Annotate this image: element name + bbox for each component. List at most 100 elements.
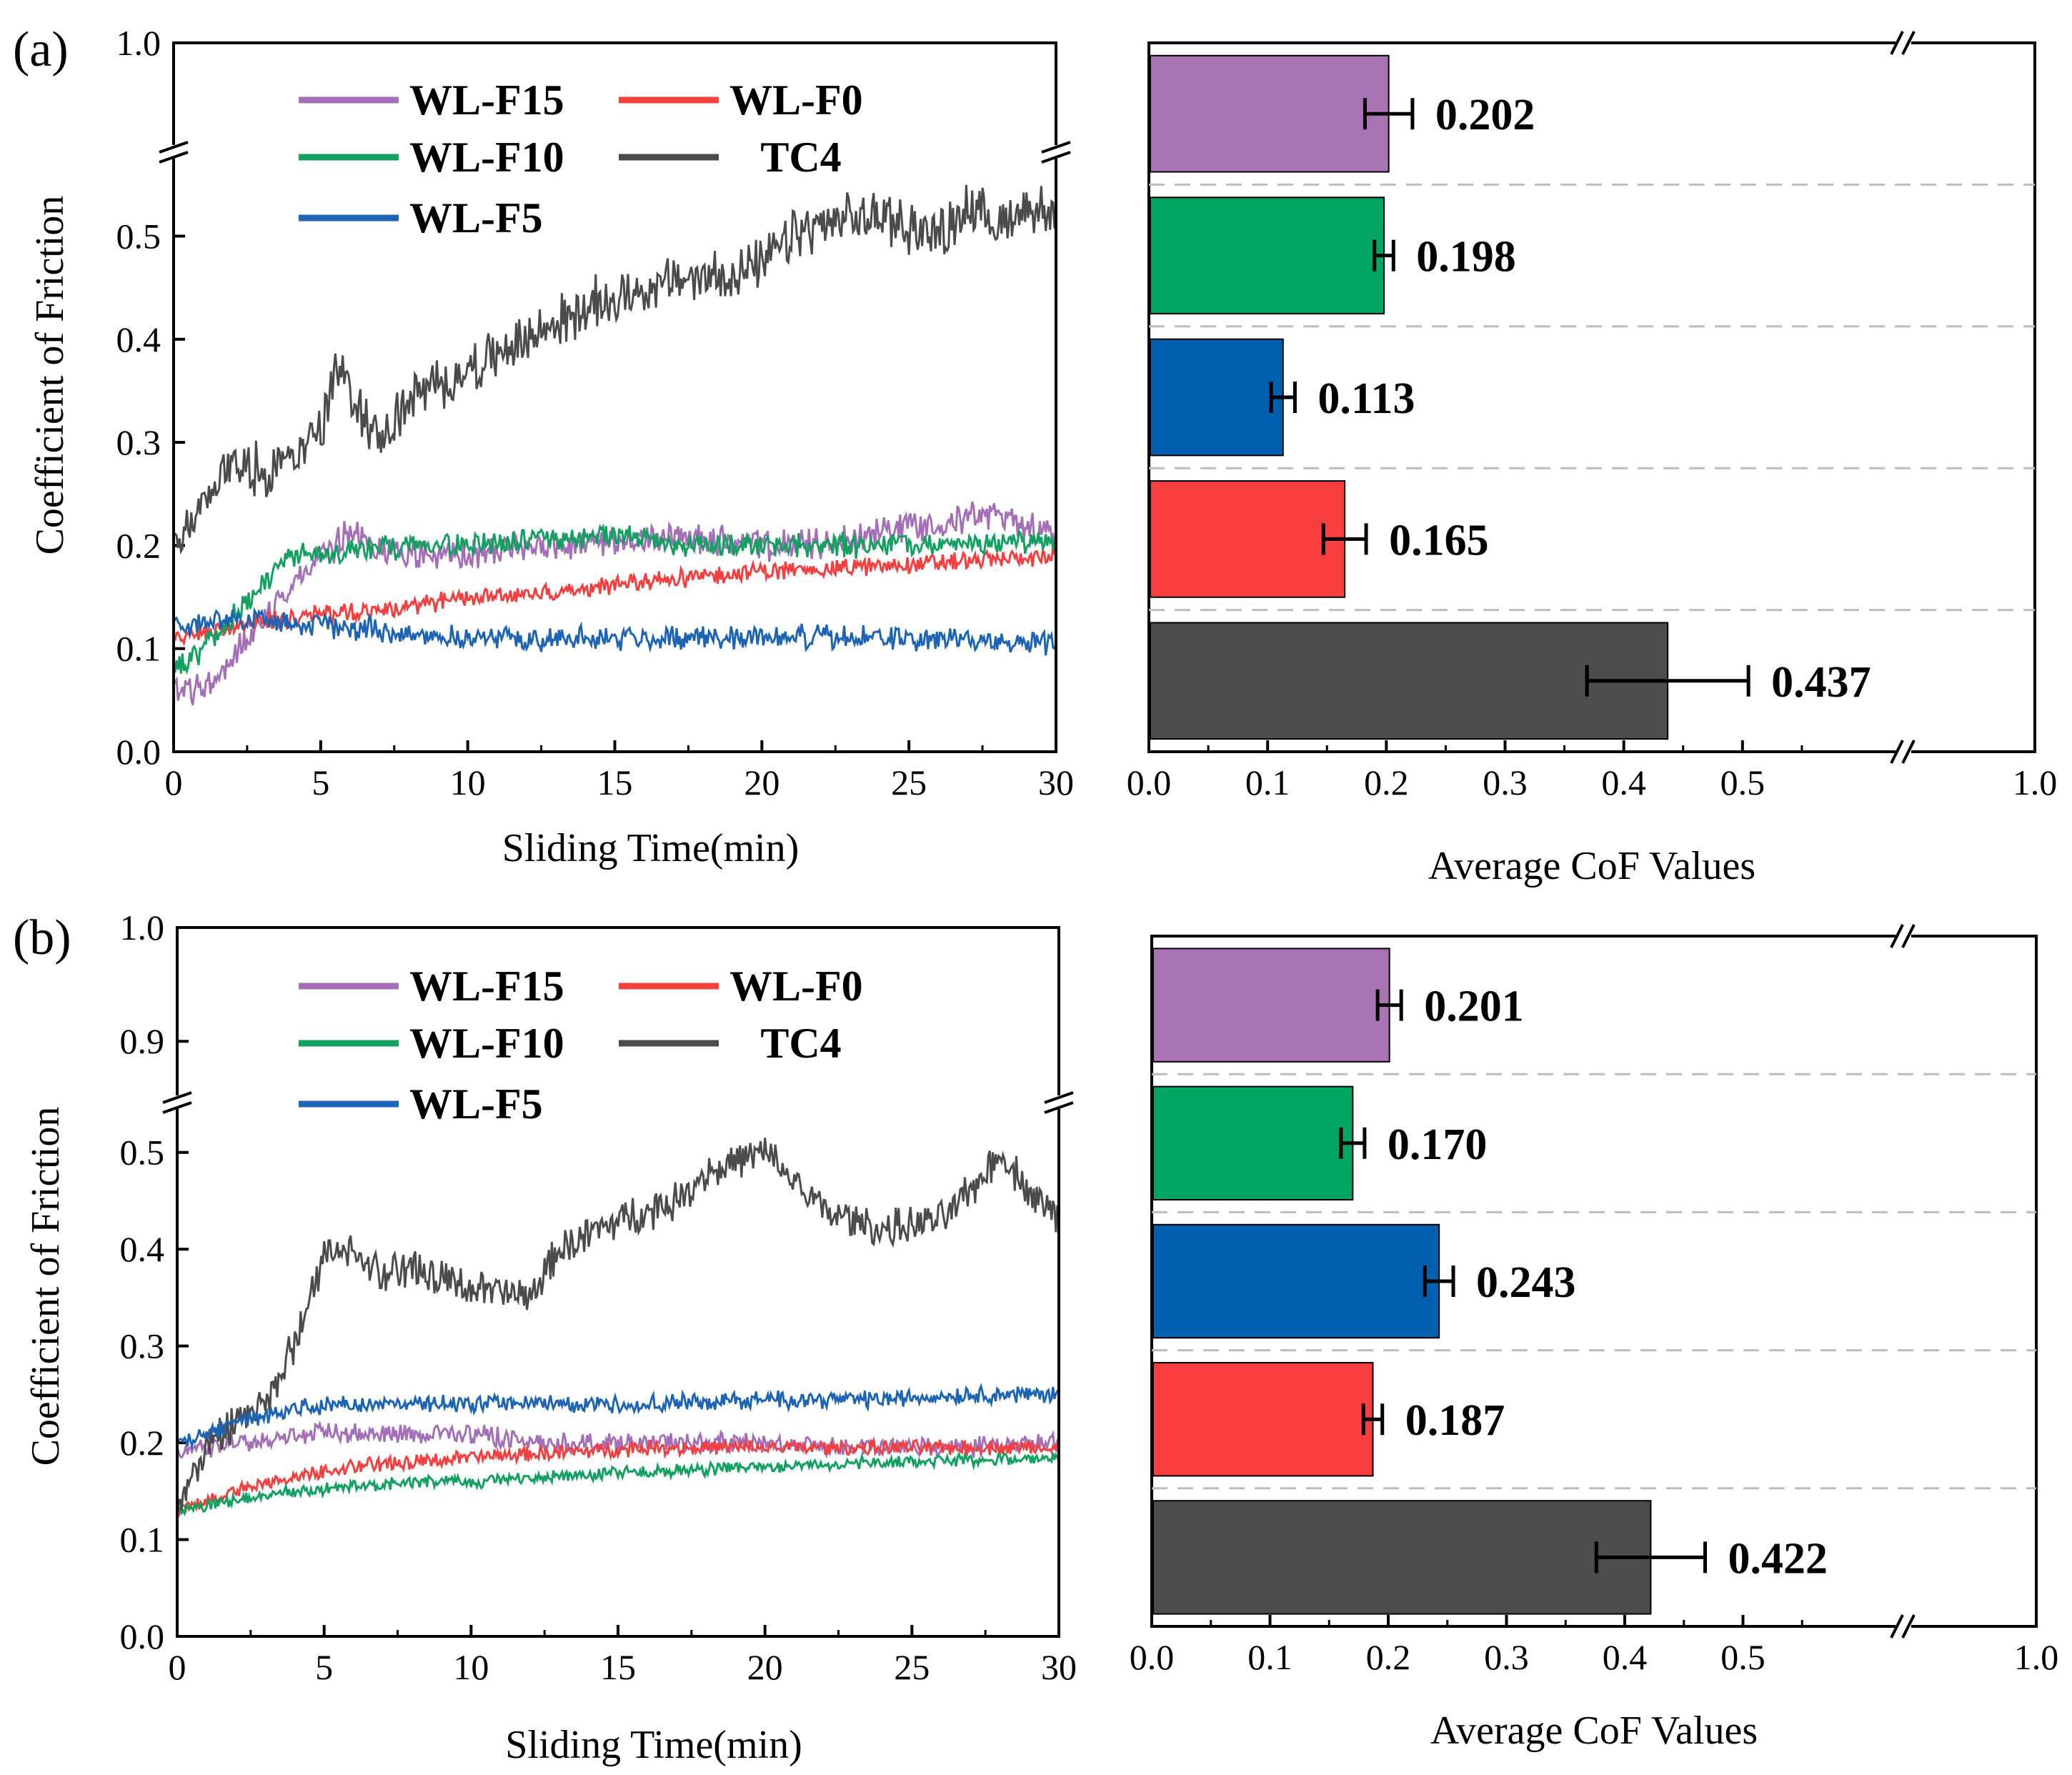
x-tick-label: 25 <box>891 762 927 802</box>
bar-value-label: 0.422 <box>1728 1534 1828 1583</box>
series-line-wl-f10 <box>179 1450 1057 1517</box>
bar-wl-f5 <box>1150 338 1284 457</box>
series-line-tc4 <box>179 1138 1057 1513</box>
axis-break-mark <box>1890 31 1904 55</box>
x-tick-label: 30 <box>1038 762 1074 802</box>
axis-break-mark <box>1901 1614 1916 1639</box>
x-tick-label: 0.1 <box>1245 762 1290 802</box>
line-chart: 0 5 10 15 20 25 300.00.10.20.30.40.51.0WL-F15 W… <box>28 23 1074 870</box>
y-tick-label: 0.9 <box>120 1021 165 1061</box>
x-tick-label: 25 <box>894 1647 930 1687</box>
bar-value-label: 0.165 <box>1389 516 1489 565</box>
bar-value-label: 0.201 <box>1424 983 1524 1031</box>
legend-label: WL-F10 <box>409 1020 564 1067</box>
y-tick-label: 0.0 <box>120 1616 165 1656</box>
legend-label: WL-F5 <box>409 194 543 242</box>
axis-break-mark <box>159 141 189 154</box>
series-line-wl-f5 <box>179 1383 1057 1450</box>
y-tick-label: 0.1 <box>116 629 161 669</box>
y-tick-label: 0.3 <box>120 1326 165 1366</box>
x-tick-label: 0.2 <box>1366 1637 1411 1677</box>
series-group <box>179 1138 1057 1517</box>
bar-value-label: 0.198 <box>1416 233 1515 282</box>
axis-break-mark <box>1890 740 1904 764</box>
axis-break-mark <box>1890 1614 1904 1639</box>
y-tick-label: 0.3 <box>116 422 161 462</box>
y-tick-label: 0.2 <box>116 525 161 565</box>
y-tick-label: 0.4 <box>120 1229 165 1269</box>
x-tick-label: 1.0 <box>2014 1637 2059 1677</box>
legend-label: WL-F10 <box>409 134 564 181</box>
x-tick-label: 0.5 <box>1720 1637 1765 1677</box>
x-tick-label: 0.5 <box>1720 762 1765 802</box>
bar-frame <box>1150 935 2038 1628</box>
legend: WL-F15 WL-F0 WL-F10 TC4 WL-F5 <box>299 76 863 242</box>
legend-label: WL-F5 <box>409 1080 543 1128</box>
y-tick-label: 0.2 <box>120 1423 165 1463</box>
axis-break-mark <box>162 1091 192 1104</box>
bar-wl-f10 <box>1152 1085 1354 1201</box>
x-axis-title: Sliding Time(min) <box>502 826 799 870</box>
x-tick-label: 1.0 <box>2013 762 2058 802</box>
y-tick-label: 0.0 <box>116 732 161 772</box>
x-tick-label: 0.1 <box>1247 1637 1292 1677</box>
x-tick-label: 0.4 <box>1601 762 1646 802</box>
x-axis-title: Average CoF Values <box>1430 1709 1758 1753</box>
plot-frame <box>176 926 1060 1638</box>
y-tick-label: 0.4 <box>116 319 161 359</box>
series-line-wl-f15 <box>175 501 1055 706</box>
series-line-wl-f0 <box>179 1438 1057 1517</box>
x-tick-label: 0.2 <box>1364 762 1409 802</box>
axis-break-mark <box>1041 141 1071 154</box>
y-tick-label: 0.1 <box>120 1520 165 1560</box>
legend: WL-F15 WL-F0 WL-F10 TC4 WL-F5 <box>299 963 863 1128</box>
x-tick-label: 0.3 <box>1484 1637 1529 1677</box>
legend-label: WL-F15 <box>409 963 564 1010</box>
series-line-wl-f0 <box>175 545 1055 647</box>
x-tick-label: 20 <box>747 1647 783 1687</box>
legend-label: WL-F0 <box>729 76 863 124</box>
axis-break-mark <box>1890 924 1904 948</box>
legend-label: TC4 <box>760 1020 841 1067</box>
bar-value-label: 0.202 <box>1435 91 1535 139</box>
bar-value-label: 0.187 <box>1405 1396 1505 1445</box>
axis-break-mark <box>1901 740 1916 764</box>
bar-tc4 <box>1152 1500 1652 1615</box>
x-axis-title: Sliding Time(min) <box>505 1723 802 1767</box>
axis-break-mark <box>159 151 189 164</box>
bar-value-label: 0.113 <box>1318 374 1415 423</box>
x-tick-label: 10 <box>450 762 486 802</box>
x-axis-title: Average CoF Values <box>1428 844 1755 888</box>
panel-label: (b) <box>13 910 71 965</box>
bar-wl-f0 <box>1150 480 1346 598</box>
panel-a: (a) 0 5 10 15 20 25 30 0.0 0.1 0.2 0.3 0.4 0.5 1.0 WL-F… <box>13 22 2057 888</box>
axis-break-mark <box>1041 151 1071 164</box>
legend-label: WL-F15 <box>409 76 564 124</box>
x-tick-label: 20 <box>744 762 780 802</box>
axis-break-mark <box>162 1101 192 1114</box>
line-chart: 0 5 10 15 20 25 30 0.0 0.1 0.2 0.3 0.4 0.5 0.9 1.0 WL-F… <box>24 908 1077 1767</box>
x-tick-label: 15 <box>597 762 633 802</box>
bar-wl-f15 <box>1150 54 1390 173</box>
bar-value-label: 0.170 <box>1388 1120 1487 1169</box>
x-tick-label: 0.3 <box>1483 762 1528 802</box>
axis-break-mark <box>1901 31 1916 55</box>
bar-wl-f10 <box>1150 197 1385 314</box>
legend-label: TC4 <box>760 134 841 181</box>
axis-break-mark <box>1901 924 1916 948</box>
bar-chart: 0.202 0.198 0.113 0.165 0.437 0.0 0.1 0.2 0.3 0.4… <box>1127 31 2058 888</box>
x-tick-label: 5 <box>312 762 329 802</box>
axis-break-mark <box>1044 1101 1074 1114</box>
x-tick-label: 0 <box>165 762 183 802</box>
legend-label: WL-F0 <box>729 963 863 1010</box>
series-line-tc4 <box>175 184 1055 555</box>
panel-b: (b) 0 5 10 15 20 25 30 0.0 0.1 0.2 0.3 0.4 0.5 0.9 1.0 W… <box>13 908 2058 1767</box>
y-tick-label: 1.0 <box>120 908 165 948</box>
y-tick-label: 0.5 <box>116 216 161 256</box>
y-tick-label: 1.0 <box>116 23 161 63</box>
bar-wl-f0 <box>1152 1361 1374 1477</box>
panel-label: (a) <box>13 22 69 77</box>
x-tick-label: 15 <box>600 1647 636 1687</box>
